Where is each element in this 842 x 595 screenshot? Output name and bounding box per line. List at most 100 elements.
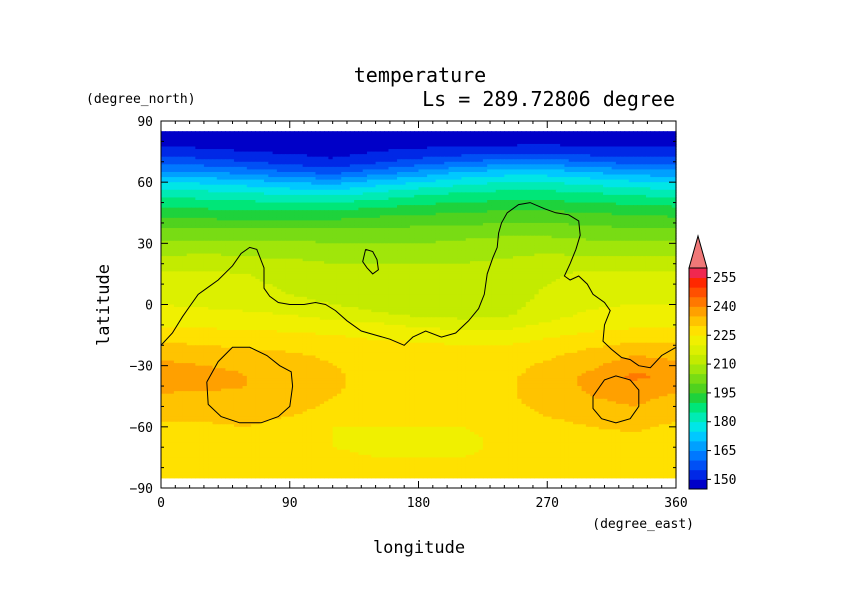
field-cell (500, 133, 505, 137)
field-cell (650, 215, 656, 219)
field-cell (161, 215, 166, 219)
field-cell (607, 233, 613, 237)
field-cell (259, 133, 265, 137)
field-cell (251, 215, 257, 219)
field-cell (611, 187, 617, 191)
field-cell (560, 159, 566, 163)
field-cell (517, 205, 523, 209)
field-cell (169, 187, 175, 191)
field-cell (272, 235, 278, 239)
field-cell (598, 217, 604, 221)
field-cell (663, 131, 669, 135)
field-cell (470, 217, 475, 221)
field-cell (388, 212, 394, 216)
field-cell (594, 138, 600, 142)
field-cell (298, 143, 304, 148)
field-cell (495, 207, 501, 211)
field-cell (461, 171, 467, 176)
field-cell (521, 174, 527, 178)
field-cell (461, 202, 467, 206)
field-cell (525, 174, 531, 178)
field-cell (487, 161, 493, 165)
field-cell (487, 136, 493, 140)
field-cell (358, 220, 364, 224)
field-cell (628, 141, 634, 145)
field-cell (470, 156, 475, 160)
field-cell (435, 197, 441, 201)
field-cell (504, 233, 510, 237)
field-cell (598, 225, 604, 229)
field-cell (195, 210, 201, 214)
field-cell (658, 228, 664, 232)
field-cell (598, 205, 604, 209)
field-cell (238, 212, 244, 216)
field-cell (525, 138, 531, 142)
field-cell (302, 166, 308, 171)
field-cell (264, 136, 269, 140)
field-cell (641, 207, 647, 211)
field-cell (482, 179, 488, 183)
field-cell (633, 131, 638, 135)
field-cell (397, 187, 402, 191)
field-cell (379, 228, 385, 232)
field-cell (221, 235, 226, 239)
field-cell (530, 174, 535, 178)
field-cell (302, 210, 308, 214)
field-cell (315, 230, 321, 234)
field-cell (191, 207, 196, 211)
field-cell (560, 143, 566, 148)
field-cell (431, 197, 437, 201)
field-cell (508, 189, 514, 193)
field-cell (397, 222, 402, 227)
field-cell (169, 161, 175, 165)
field-cell (577, 220, 583, 224)
field-cell (397, 133, 402, 137)
field-cell (392, 154, 398, 158)
field-cell (229, 141, 235, 145)
field-cell (521, 151, 527, 155)
field-cell (225, 151, 231, 155)
field-cell (590, 159, 596, 163)
field-cell (585, 164, 591, 168)
field-cell (534, 151, 540, 155)
field-cell (375, 222, 381, 227)
field-cell (512, 143, 518, 148)
field-cell (203, 154, 209, 158)
field-cell (482, 143, 488, 148)
field-cell (264, 151, 269, 155)
field-cell (607, 138, 613, 142)
field-cell (594, 177, 600, 181)
field-cell (371, 161, 377, 165)
field-cell (654, 184, 660, 188)
field-cell (645, 230, 651, 234)
field-cell (165, 220, 171, 224)
field-cell (345, 235, 351, 239)
field-cell (508, 177, 514, 181)
field-cell (607, 174, 613, 178)
field-cell (362, 154, 368, 158)
field-cell (169, 154, 175, 158)
field-cell (345, 151, 351, 155)
field-cell (448, 166, 454, 171)
field-cell (169, 166, 175, 171)
field-cell (161, 212, 166, 216)
field-cell (161, 230, 166, 234)
field-cell (538, 143, 544, 148)
field-cell (590, 154, 596, 158)
field-cell (173, 187, 179, 191)
field-cell (336, 192, 342, 196)
field-cell (384, 184, 390, 188)
field-cell (264, 205, 269, 209)
field-cell (392, 215, 398, 219)
field-cell (302, 192, 308, 196)
field-cell (482, 215, 488, 219)
field-cell (452, 220, 458, 224)
field-cell (191, 197, 196, 201)
field-cell (341, 174, 347, 178)
field-cell (225, 169, 231, 173)
field-cell (173, 149, 179, 153)
field-cell (182, 166, 188, 171)
field-cell (182, 156, 188, 160)
field-cell (208, 189, 214, 193)
field-cell (534, 197, 540, 201)
